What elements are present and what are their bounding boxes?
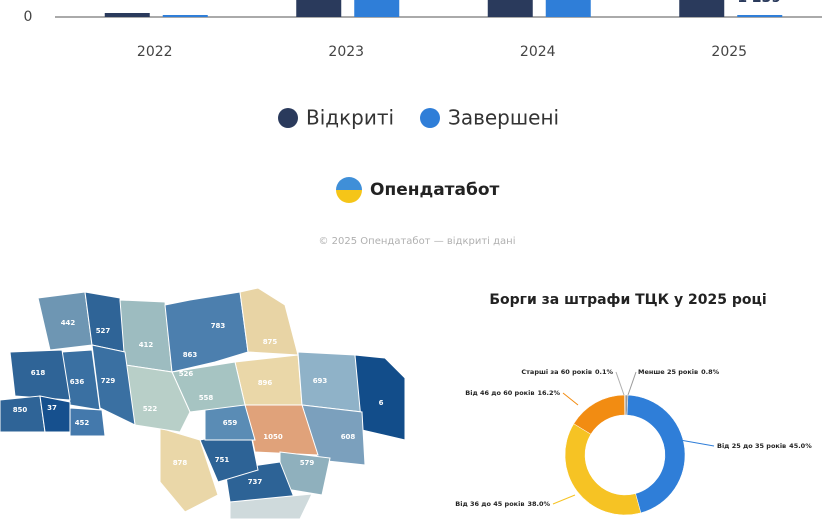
pie-slice bbox=[626, 394, 686, 514]
map-label: 37 bbox=[47, 404, 57, 412]
map-label: 1050 bbox=[263, 433, 283, 441]
slice-name: Від 25 до 35 років bbox=[717, 442, 786, 450]
leader-line bbox=[615, 371, 625, 396]
slice-value: 0.1% bbox=[595, 368, 614, 376]
logo: Опендатабот bbox=[336, 177, 500, 203]
map bbox=[0, 287, 406, 519]
map-label: 729 bbox=[101, 377, 116, 385]
pie-slice bbox=[564, 423, 642, 516]
logo-icon bbox=[336, 177, 362, 190]
region bbox=[239, 287, 299, 356]
region bbox=[0, 395, 46, 433]
region bbox=[159, 427, 219, 513]
map-label: 875 bbox=[263, 338, 278, 346]
footer: © 2025 Опендатабот — відкриті дані bbox=[319, 235, 516, 247]
region bbox=[164, 291, 249, 373]
map-label: 850 bbox=[13, 406, 28, 414]
bar bbox=[104, 13, 150, 17]
bar bbox=[737, 15, 783, 17]
map-label: 636 bbox=[70, 378, 85, 386]
x-tick-label: 2024 bbox=[520, 44, 556, 60]
map-label: 608 bbox=[341, 433, 356, 441]
region bbox=[297, 351, 363, 413]
x-tick-label: 2025 bbox=[711, 44, 747, 60]
map-label: 412 bbox=[139, 341, 154, 349]
chart-title: Борги за штрафи ТЦК у 2025 році bbox=[489, 292, 766, 308]
map-label: 878 bbox=[173, 459, 188, 467]
map-label: 522 bbox=[143, 405, 158, 413]
slice-value: 16.2% bbox=[537, 389, 560, 397]
leader-line bbox=[679, 439, 715, 447]
legend-marker bbox=[420, 108, 440, 128]
map-label: 526 bbox=[179, 370, 194, 378]
map-label: 737 bbox=[248, 478, 263, 486]
slice-name: Старші за 60 років bbox=[521, 368, 592, 376]
leader-line bbox=[562, 392, 579, 406]
legend-marker bbox=[278, 108, 298, 128]
map-label: 896 bbox=[258, 379, 273, 387]
map-label: 863 bbox=[183, 351, 198, 359]
logo-text: Опендатабот bbox=[370, 180, 500, 200]
region bbox=[69, 407, 106, 437]
value-label: 1 239 bbox=[737, 0, 781, 6]
map-label: 783 bbox=[211, 322, 226, 330]
slice-label: Менше 25 років 0.8% bbox=[638, 368, 720, 376]
legend-label: Завершені bbox=[448, 106, 559, 130]
slice-label: Від 46 до 60 років 16.2% bbox=[465, 389, 560, 397]
slice-name: Від 36 до 45 років bbox=[455, 500, 524, 508]
region bbox=[9, 349, 71, 401]
region bbox=[119, 299, 173, 373]
map-label: 579 bbox=[300, 459, 315, 467]
slice-label: Старші за 60 років 0.1% bbox=[521, 368, 613, 376]
bar bbox=[545, 0, 591, 17]
slice-name: Менше 25 років bbox=[638, 368, 698, 376]
bar bbox=[679, 0, 725, 17]
x-tick-label: 2022 bbox=[137, 44, 173, 60]
bar bbox=[354, 0, 400, 17]
bar bbox=[296, 0, 342, 17]
map-label: 6 bbox=[379, 399, 384, 407]
bar bbox=[162, 15, 208, 17]
pie-slice bbox=[573, 394, 626, 435]
map-label: 527 bbox=[96, 327, 111, 335]
region bbox=[229, 493, 313, 519]
slice-value: 38.0% bbox=[527, 500, 550, 508]
map-label: 442 bbox=[61, 319, 76, 327]
leader-line bbox=[627, 371, 637, 396]
slice-name: Від 46 до 60 років bbox=[465, 389, 534, 397]
map-label: 618 bbox=[31, 369, 46, 377]
slice-value: 45.0% bbox=[789, 442, 812, 450]
x-tick-label: 2023 bbox=[328, 44, 364, 60]
bar bbox=[487, 0, 533, 17]
map-label: 452 bbox=[75, 419, 90, 427]
slice-label: Від 36 до 45 років 38.0% bbox=[455, 500, 550, 508]
map-label: 751 bbox=[215, 456, 230, 464]
y-tick-label: 0 bbox=[24, 9, 33, 25]
logo-icon bbox=[336, 190, 362, 203]
slice-value: 0.8% bbox=[701, 368, 720, 376]
map-label: 659 bbox=[223, 419, 238, 427]
leader-line bbox=[552, 494, 576, 505]
slice-label: Від 25 до 35 років 45.0% bbox=[717, 442, 812, 450]
legend-label: Відкриті bbox=[306, 106, 394, 130]
region bbox=[39, 395, 71, 433]
map-label: 558 bbox=[199, 394, 214, 402]
map-label: 693 bbox=[313, 377, 328, 385]
